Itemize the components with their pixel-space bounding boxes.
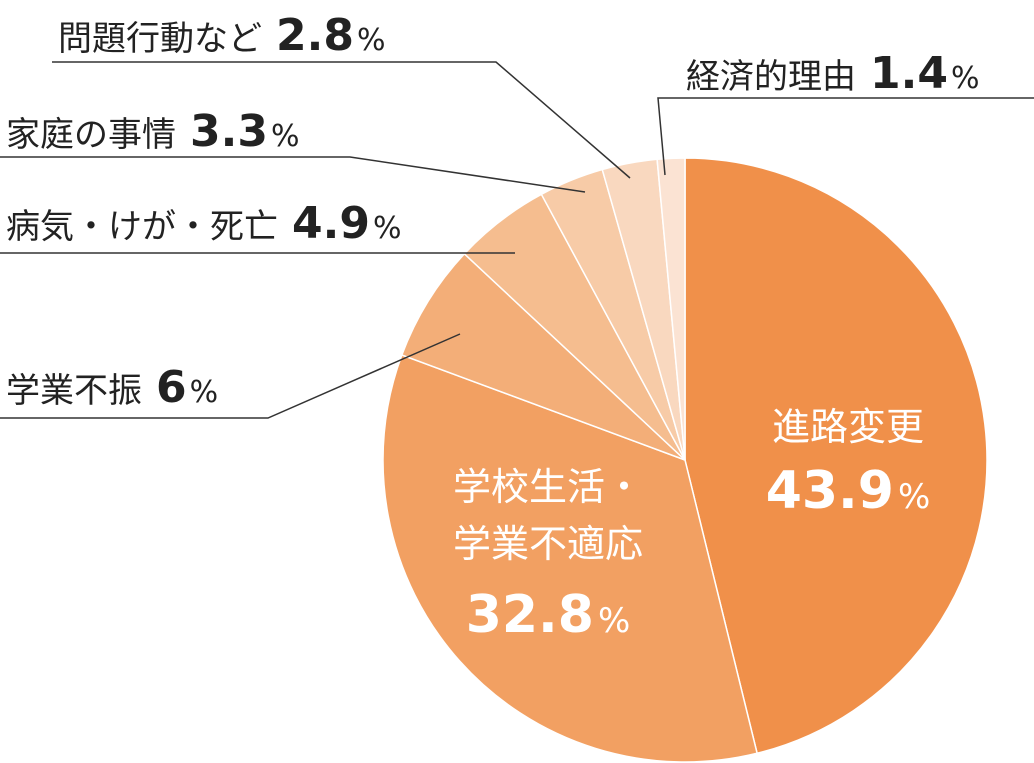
slice-label-3: 学業不振 6%	[6, 362, 218, 413]
leader-line-5	[0, 156, 586, 193]
slice-labels: 進路変更 43.9 % 学校生活・学業不適応 32.8 % 学業不振 6 % 病気・けが・死亡 4.…	[6, 10, 979, 645]
slice-label-5: 家庭の事情 3.3%	[6, 106, 299, 157]
slice-label-6: 問題行動など 2.8%	[58, 10, 385, 61]
pie-slice-3	[400, 252, 686, 461]
slice-label-7: 経済的理由 1.4%	[686, 48, 979, 99]
pie-slice-1	[684, 157, 988, 755]
leader-line-6	[52, 61, 631, 179]
slice-label-value-2: 32.8%	[466, 585, 631, 645]
leader-lines	[0, 61, 1034, 419]
pie-slices	[382, 157, 988, 763]
leader-line-7	[657, 97, 1034, 176]
slice-label-name-2: 学校生活・	[453, 465, 643, 509]
slice-label-value-1: 43.9%	[766, 461, 931, 521]
slice-label-4: 病気・けが・死亡 4.9%	[6, 198, 401, 249]
leader-line-3	[0, 333, 461, 419]
slice-label-name-2: 学業不適応	[453, 522, 643, 566]
slice-label-name-1: 進路変更	[772, 405, 924, 449]
pie-slice-2	[382, 354, 759, 763]
pie-slice-7	[656, 157, 686, 461]
